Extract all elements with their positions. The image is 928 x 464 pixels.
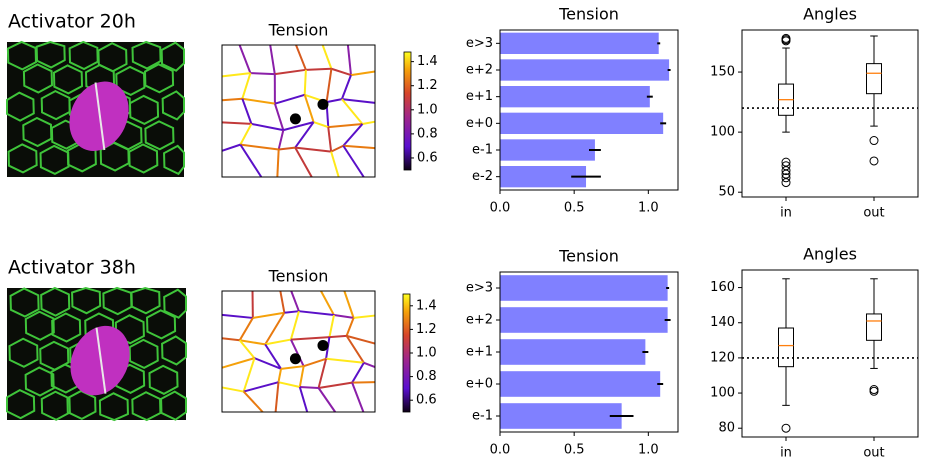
y-tick-label: e-2 xyxy=(472,169,493,184)
x-tick-label: 0.0 xyxy=(490,201,511,216)
y-tick-label: e>3 xyxy=(466,36,493,51)
colorbar-tick-label: 1.2 xyxy=(416,322,437,337)
bar xyxy=(500,307,668,333)
x-tick-label: 1.0 xyxy=(638,443,659,458)
x-tick-label: in xyxy=(780,206,792,221)
cell-marker xyxy=(290,113,301,124)
y-tick-label: 120 xyxy=(710,350,735,365)
y-tick-label: e-1 xyxy=(472,143,493,158)
chart-title: Tension xyxy=(558,5,619,24)
y-tick-label: 100 xyxy=(710,386,735,401)
colorbar xyxy=(403,294,410,412)
y-tick-label: 100 xyxy=(710,125,735,140)
microscopy-image xyxy=(7,288,186,420)
box xyxy=(867,314,882,340)
x-tick-label: in xyxy=(780,446,792,461)
x-tick-label: 0.0 xyxy=(490,443,511,458)
edge xyxy=(277,149,278,177)
x-tick-label: 0.5 xyxy=(564,201,585,216)
bar xyxy=(500,33,659,54)
flier xyxy=(782,179,790,187)
chart-title: Tension xyxy=(268,267,329,286)
colorbar-tick-label: 0.8 xyxy=(416,369,437,384)
y-tick-label: 80 xyxy=(718,421,735,436)
bar xyxy=(500,403,622,429)
chart-title: Tension xyxy=(268,21,329,40)
bar xyxy=(500,139,595,160)
y-tick-label: e-1 xyxy=(472,409,493,424)
edge xyxy=(306,69,332,70)
chart-title: Tension xyxy=(558,247,619,266)
x-tick-label: 0.5 xyxy=(564,443,585,458)
colorbar-tick-label: 1.0 xyxy=(417,102,438,117)
y-tick-label: e+0 xyxy=(466,116,493,131)
flier xyxy=(870,157,878,165)
edge xyxy=(329,336,346,337)
edge xyxy=(300,387,319,388)
y-tick-label: 140 xyxy=(710,315,735,330)
axes-frame xyxy=(742,30,918,197)
y-tick-label: e+2 xyxy=(466,313,493,328)
box xyxy=(867,64,882,94)
y-tick-label: e+2 xyxy=(466,63,493,78)
bar xyxy=(500,339,645,365)
axes-frame xyxy=(742,270,918,437)
y-tick-label: e+0 xyxy=(466,377,493,392)
bar xyxy=(500,59,669,80)
tension-network xyxy=(222,45,375,177)
chart-title: Angles xyxy=(803,245,857,264)
edge xyxy=(305,70,306,95)
edge xyxy=(250,73,274,74)
y-tick-label: e+1 xyxy=(466,345,493,360)
bar xyxy=(500,113,663,134)
cell-marker xyxy=(317,340,328,351)
flier xyxy=(782,424,790,432)
colorbar-tick-label: 1.4 xyxy=(416,298,437,313)
panel-label: Activator 38h xyxy=(8,257,136,279)
microscopy-image xyxy=(7,42,184,177)
colorbar-tick-label: 0.8 xyxy=(417,126,438,141)
y-tick-label: 150 xyxy=(710,65,735,80)
flier xyxy=(870,387,878,395)
colorbar-tick-label: 0.6 xyxy=(417,150,438,165)
flier xyxy=(870,386,878,394)
bar xyxy=(500,371,660,397)
tension-network xyxy=(222,291,375,412)
bar xyxy=(500,86,650,107)
cell-marker xyxy=(290,353,301,364)
y-tick-label: 50 xyxy=(718,185,735,200)
cell-marker xyxy=(317,99,328,110)
y-tick-label: 160 xyxy=(710,280,735,295)
panel-label: Activator 20h xyxy=(8,11,136,33)
y-tick-label: e>3 xyxy=(466,281,493,296)
colorbar-tick-label: 1.0 xyxy=(416,346,437,361)
x-tick-label: out xyxy=(863,206,884,221)
flier xyxy=(870,137,878,145)
y-tick-label: e+1 xyxy=(466,89,493,104)
colorbar-tick-label: 1.4 xyxy=(417,54,438,69)
bar xyxy=(500,275,668,301)
colorbar-tick-label: 1.2 xyxy=(417,78,438,93)
chart-title: Angles xyxy=(803,5,857,24)
box xyxy=(779,328,794,367)
colorbar xyxy=(404,52,411,170)
x-tick-label: 1.0 xyxy=(638,201,659,216)
x-tick-label: out xyxy=(863,446,884,461)
colorbar-tick-label: 0.6 xyxy=(416,393,437,408)
